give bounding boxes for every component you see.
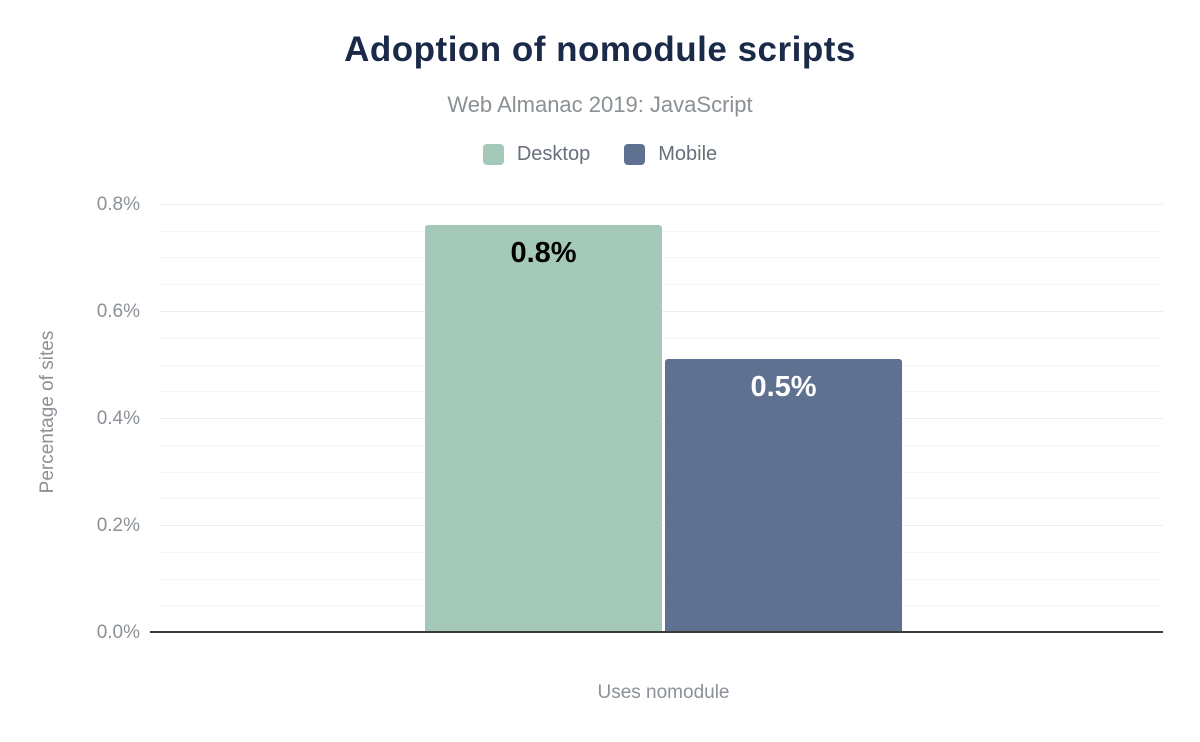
bar-value-label: 0.5% [750,371,817,403]
chart-title: Adoption of nomodule scripts [344,30,856,69]
legend: Desktop Mobile [0,143,1200,166]
x-axis-line [150,631,1163,633]
x-axis-category-label: Uses nomodule [597,682,730,703]
legend-item-desktop: Desktop [482,143,591,166]
major-gridline [160,204,1163,205]
chart-subtitle: Web Almanac 2019: JavaScript [447,92,753,117]
legend-label-desktop: Desktop [516,143,591,165]
legend-item-mobile: Mobile [624,143,717,166]
bar-desktop: 0.8% [425,225,662,632]
y-tick-label: 0.2% [96,515,140,536]
y-axis-title: Percentage of sites [37,330,58,494]
legend-label-mobile: Mobile [658,143,718,165]
bar-mobile: 0.5% [665,359,902,632]
y-tick-label: 0.8% [96,194,140,215]
y-tick-label: 0.0% [96,622,140,643]
y-tick-label: 0.4% [96,408,140,429]
desktop-swatch-icon [482,144,504,165]
mobile-swatch-icon [624,144,646,165]
bar-value-label: 0.8% [510,237,577,269]
y-tick-label: 0.6% [96,301,140,322]
